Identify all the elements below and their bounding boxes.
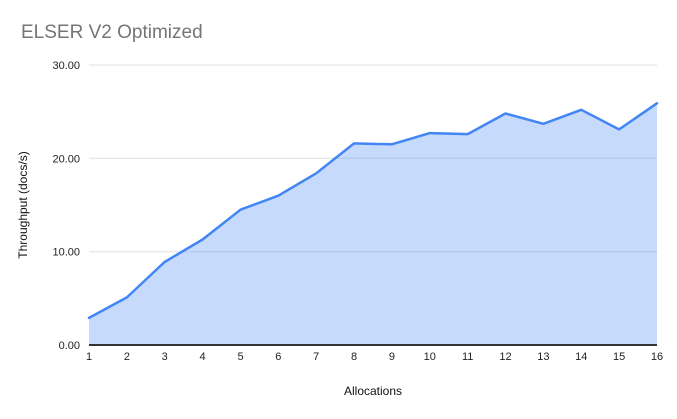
x-tick-label: 3 bbox=[162, 351, 168, 363]
chart-title: ELSER V2 Optimized bbox=[21, 22, 203, 43]
series-area bbox=[89, 103, 657, 345]
x-tick-label: 13 bbox=[537, 351, 549, 363]
x-tick-label: 4 bbox=[200, 351, 206, 363]
x-tick-label: 10 bbox=[424, 351, 436, 363]
series-line bbox=[87, 102, 659, 320]
x-tick-label: 7 bbox=[313, 351, 319, 363]
x-tick-label: 15 bbox=[613, 351, 625, 363]
y-tick-label: 10.00 bbox=[52, 247, 80, 259]
x-tick-label: 1 bbox=[86, 351, 92, 363]
x-tick-label: 6 bbox=[275, 351, 281, 363]
x-axis-title: Allocations bbox=[343, 384, 403, 398]
x-tick-label: 9 bbox=[389, 351, 395, 363]
y-tick-label: 30.00 bbox=[52, 60, 80, 72]
x-tick-label: 2 bbox=[124, 351, 130, 363]
x-tick-label: 11 bbox=[462, 351, 473, 363]
x-tick-label: 8 bbox=[351, 351, 357, 363]
y-tick-label: 0.00 bbox=[59, 340, 80, 352]
x-tick-label: 14 bbox=[575, 351, 587, 363]
x-tick-label: 5 bbox=[237, 351, 243, 363]
y-tick-label: 20.00 bbox=[52, 153, 80, 165]
x-tick-label: 16 bbox=[651, 351, 663, 363]
x-tick-label: 12 bbox=[499, 351, 511, 363]
